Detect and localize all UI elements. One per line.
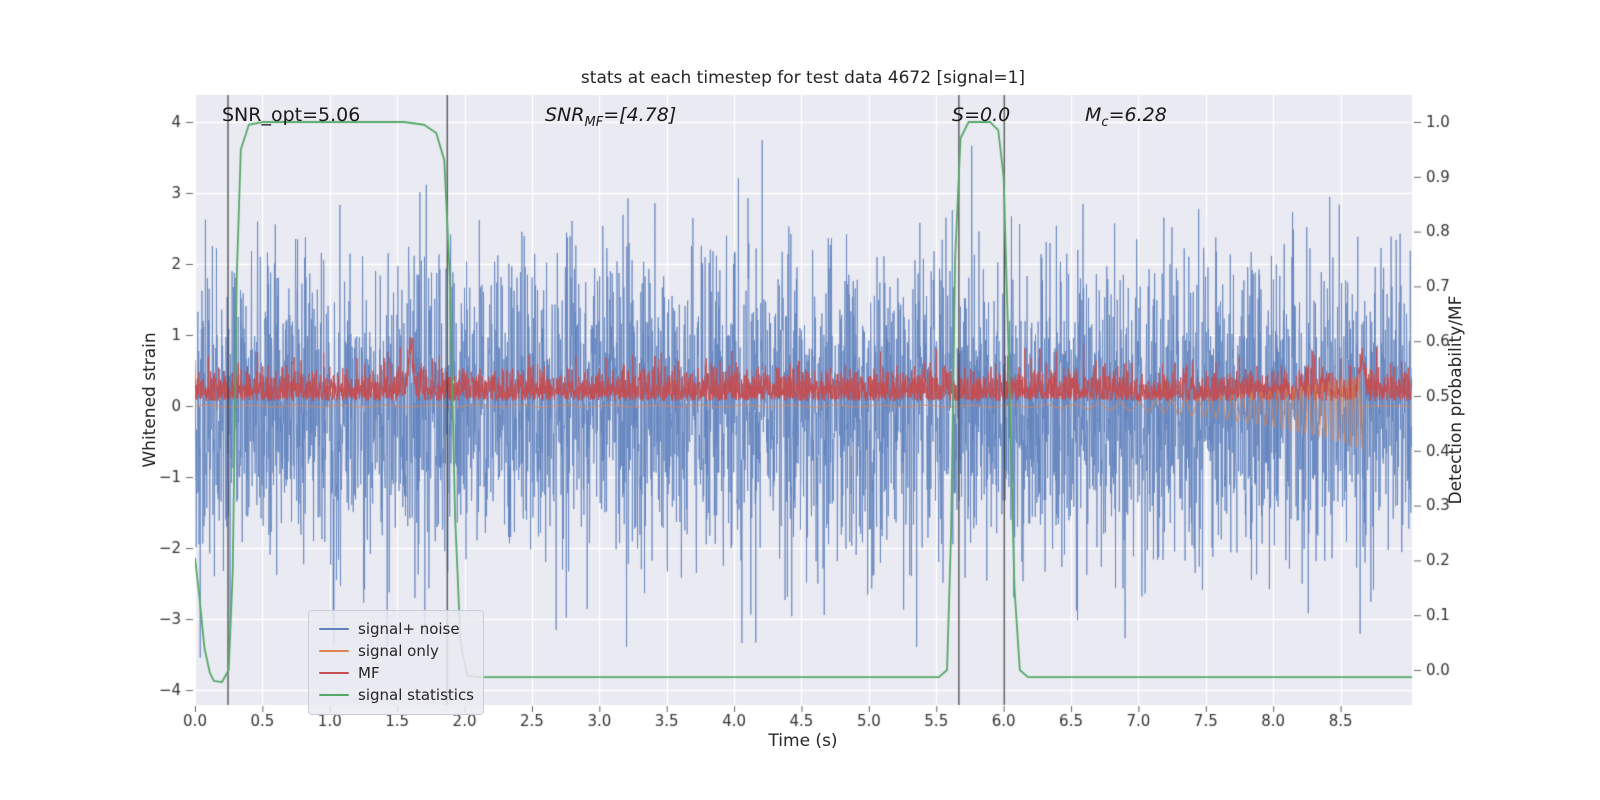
legend-item-signal-only: signal only: [319, 640, 473, 662]
y-axis-label-left: Whitened strain: [140, 332, 160, 468]
legend-label-mf: MF: [358, 664, 380, 682]
annotation-snr-mf: SNRMF=[4.78]: [545, 104, 677, 130]
legend-swatch-signal-noise: [319, 627, 349, 631]
annotation-snr-opt: SNR_opt=5.06: [222, 104, 361, 126]
legend-swatch-mf: [319, 671, 349, 675]
chart-title: stats at each timestep for test data 467…: [580, 68, 1026, 88]
legend-label-signal-statistics: signal statistics: [358, 686, 475, 704]
y-axis-label-right: Detection probability/MF: [1446, 295, 1466, 505]
legend-item-signal-statistics: signal statistics: [319, 684, 475, 706]
annotation-s-value: S=0.0: [952, 104, 1011, 126]
legend-swatch-signal-statistics: [319, 693, 349, 697]
legend-label-signal-only: signal only: [358, 642, 439, 660]
legend-item-signal-noise: signal+ noise: [319, 618, 473, 640]
x-axis-label: Time (s): [768, 731, 838, 751]
annotation-chirp-mass: Mc=6.28: [1085, 104, 1167, 130]
legend-swatch-signal-only: [319, 649, 349, 653]
legend-item-mf: MF: [319, 662, 473, 684]
legend: signal+ noise signal only MF signal stat…: [308, 610, 484, 715]
legend-label-signal-noise: signal+ noise: [358, 620, 460, 638]
